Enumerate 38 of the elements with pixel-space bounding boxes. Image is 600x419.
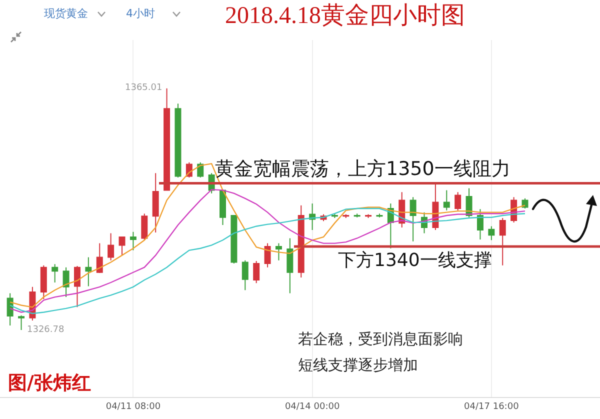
x-tick-label: 04/14 00:00 xyxy=(284,402,340,412)
candlestick xyxy=(96,242,103,274)
candlestick xyxy=(275,242,282,261)
candlestick xyxy=(454,192,462,211)
candlestick xyxy=(230,214,238,264)
candlestick xyxy=(118,236,126,256)
candlestick xyxy=(220,190,226,226)
x-tick-label: 04/11 08:00 xyxy=(106,402,161,412)
ref-line-label: 下方1340一线支撑 xyxy=(338,250,492,271)
text: 图/张炜红 xyxy=(8,371,91,396)
candlestick xyxy=(264,242,271,268)
candlestick xyxy=(410,196,416,242)
chart-title: 2018.4.18黄金四小时图 xyxy=(225,3,465,30)
candlestick xyxy=(130,231,136,251)
annotation: 1326.78 xyxy=(27,325,64,335)
x-tick-label: 04/17 16:00 xyxy=(464,402,520,412)
candlestick xyxy=(108,232,114,261)
candlestick xyxy=(443,190,450,211)
candlestick xyxy=(18,314,25,331)
candlestick xyxy=(242,260,248,291)
candlestick xyxy=(488,226,495,241)
text: 4小时 xyxy=(126,6,155,21)
text: 短线支撑逐步增加 xyxy=(298,356,418,375)
candlestick xyxy=(253,260,260,284)
candlestick xyxy=(152,172,159,234)
annotation: 若企稳，受到消息面影响 xyxy=(298,330,463,349)
candlestick xyxy=(52,264,58,283)
candlestick xyxy=(40,264,47,300)
candlestick xyxy=(476,208,484,240)
candlestick xyxy=(141,213,148,241)
candlestick xyxy=(62,266,70,298)
text: 现货黄金 xyxy=(44,6,88,21)
candlestick xyxy=(74,266,80,308)
candlestick xyxy=(286,238,294,294)
annotation: 1365.01 xyxy=(125,83,162,93)
ref-line-label: 黄金宽幅震荡，上方1350一线阻力 xyxy=(215,158,510,180)
candlestick xyxy=(174,103,182,178)
candlestick xyxy=(85,256,92,287)
